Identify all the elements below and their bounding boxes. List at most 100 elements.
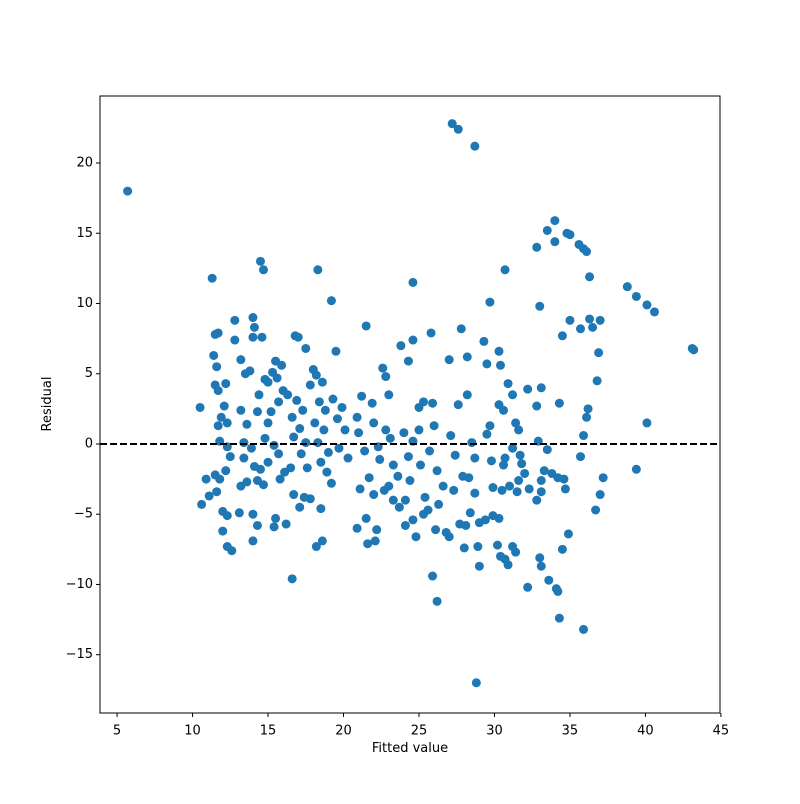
point <box>465 508 475 518</box>
point <box>594 348 604 358</box>
point <box>212 487 222 497</box>
point <box>245 366 255 376</box>
point <box>274 449 284 459</box>
point <box>514 425 524 435</box>
point <box>503 379 513 389</box>
point <box>432 596 442 606</box>
point <box>429 421 439 431</box>
point <box>536 561 546 571</box>
point <box>209 350 219 360</box>
point <box>539 466 549 476</box>
point <box>585 314 595 324</box>
point <box>340 425 350 435</box>
point <box>242 419 252 429</box>
point <box>400 520 410 530</box>
point <box>553 473 563 483</box>
point <box>388 460 398 470</box>
point <box>367 398 377 408</box>
point <box>257 332 267 342</box>
point <box>523 384 533 394</box>
y-tick-label: 15 <box>76 226 93 241</box>
point <box>544 575 554 585</box>
point <box>334 443 344 453</box>
point <box>414 425 424 435</box>
point <box>431 525 441 535</box>
point <box>415 460 425 470</box>
point <box>313 438 323 448</box>
point <box>274 397 284 407</box>
point <box>453 124 463 134</box>
point <box>258 265 268 275</box>
point <box>213 421 223 431</box>
point <box>432 466 442 476</box>
point <box>474 561 484 571</box>
y-tick-label: 0 <box>85 436 93 451</box>
point <box>123 186 133 196</box>
point <box>317 536 327 546</box>
point <box>204 491 214 501</box>
point <box>271 513 281 523</box>
point <box>236 405 246 415</box>
point <box>293 332 303 342</box>
point <box>360 446 370 456</box>
point <box>467 438 477 448</box>
point <box>263 418 273 428</box>
point <box>496 360 506 370</box>
point <box>302 463 312 473</box>
y-tick-label: 10 <box>76 296 93 311</box>
point <box>588 322 598 332</box>
point <box>497 485 507 495</box>
point <box>508 542 518 552</box>
point <box>222 511 232 521</box>
point <box>287 412 297 422</box>
point <box>213 328 223 338</box>
point <box>269 522 279 532</box>
point <box>536 476 546 486</box>
point <box>565 230 575 240</box>
point <box>311 542 321 552</box>
point <box>322 467 332 477</box>
point <box>326 296 336 306</box>
point <box>289 432 299 442</box>
point <box>234 508 244 518</box>
x-axis-label: Fitted value <box>372 741 448 756</box>
point <box>524 484 534 494</box>
point <box>254 390 264 400</box>
x-tick-label: 5 <box>113 724 121 739</box>
point <box>470 488 480 498</box>
point <box>595 315 605 325</box>
point <box>260 433 270 443</box>
point <box>399 428 409 438</box>
point <box>595 490 605 500</box>
point <box>511 418 521 428</box>
point <box>361 321 371 331</box>
point <box>500 265 510 275</box>
point <box>319 425 329 435</box>
point <box>357 391 367 401</box>
point <box>275 474 285 484</box>
point <box>536 383 546 393</box>
point <box>400 495 410 505</box>
point <box>258 480 268 490</box>
point <box>313 265 323 275</box>
point <box>485 421 495 431</box>
point <box>438 481 448 491</box>
point <box>592 376 602 386</box>
point <box>420 492 430 502</box>
point <box>554 398 564 408</box>
point <box>317 377 327 387</box>
point <box>314 397 324 407</box>
point <box>560 484 570 494</box>
point <box>403 356 413 366</box>
point <box>449 485 459 495</box>
point <box>550 216 560 226</box>
point <box>195 402 205 412</box>
point <box>459 543 469 553</box>
point <box>236 355 246 365</box>
point <box>689 345 699 355</box>
point <box>352 412 362 422</box>
point <box>197 499 207 509</box>
point <box>295 502 305 512</box>
point <box>263 377 273 387</box>
